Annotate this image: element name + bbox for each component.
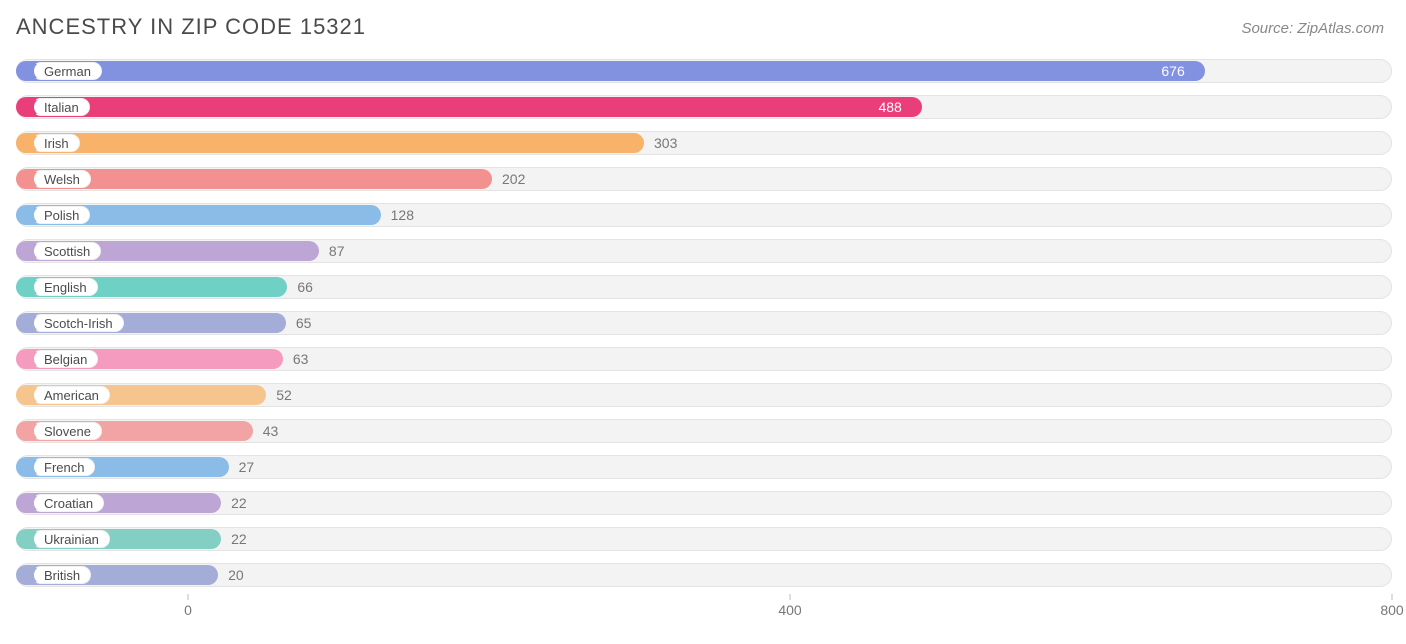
bar-category-label: Scottish [32,242,101,260]
bar-category-label: Scotch-Irish [32,314,124,332]
bar-value-label: 63 [293,351,309,367]
bar-value-label: 22 [231,531,247,547]
bar-category-label: Polish [32,206,90,224]
bar-category-label: American [32,386,110,404]
bar-row: French 27 [16,452,1392,482]
bar-row: British 20 [16,560,1392,590]
bar-category-label: Irish [32,134,80,152]
bar-category-label: Italian [32,98,90,116]
bar-track [16,491,1392,515]
bar-value-label: 43 [263,423,279,439]
axis-tick-label: 0 [184,602,192,618]
bar [16,133,644,153]
source-attribution: Source: ZipAtlas.com [1241,20,1384,37]
axis-tick-label: 800 [1380,602,1403,618]
bar-row: English 66 [16,272,1392,302]
bar-row: Slovene 43 [16,416,1392,446]
bar-row: Scotch-Irish 65 [16,308,1392,338]
bar-value-label: 202 [502,171,525,187]
bar-category-label: English [32,278,98,296]
bar-track [16,563,1392,587]
bar-row: Croatian 22 [16,488,1392,518]
chart-container: ANCESTRY IN ZIP CODE 15321 Source: ZipAt… [0,0,1406,644]
bar-value-label: 303 [654,135,677,151]
bar-category-label: French [32,458,95,476]
bar [16,61,1205,81]
chart-title: ANCESTRY IN ZIP CODE 15321 [16,14,366,40]
x-axis: 0400800 [16,598,1392,628]
bar-row: Welsh 202 [16,164,1392,194]
bar-value-label: 87 [329,243,345,259]
bar-value-label: 52 [276,387,292,403]
bar-category-label: British [32,566,91,584]
bar-row: Scottish 87 [16,236,1392,266]
bar-value-label: 27 [239,459,255,475]
bar-category-label: German [32,62,102,80]
axis-tick-mark [790,594,791,600]
bar-row: Italian 488 [16,92,1392,122]
bar-value-label: 488 [878,99,901,115]
bar [16,97,922,117]
bar-value-label: 66 [297,279,313,295]
bar-category-label: Ukrainian [32,530,110,548]
axis-tick-mark [188,594,189,600]
bar-category-label: Slovene [32,422,102,440]
bar-row: Polish 128 [16,200,1392,230]
bar-category-label: Croatian [32,494,104,512]
bar-row: Belgian 63 [16,344,1392,374]
bar-value-label: 22 [231,495,247,511]
bar-row: American 52 [16,380,1392,410]
bar-category-label: Belgian [32,350,98,368]
bar-value-label: 65 [296,315,312,331]
bar-value-label: 676 [1161,63,1184,79]
axis-tick-label: 400 [778,602,801,618]
bar-track [16,527,1392,551]
chart-plot-area: German 676 Italian 488 Irish 303 Welsh 202 Polis… [16,56,1392,596]
bar-row: German 676 [16,56,1392,86]
bar-row: Ukrainian 22 [16,524,1392,554]
bar-row: Irish 303 [16,128,1392,158]
axis-tick-mark [1392,594,1393,600]
bar-category-label: Welsh [32,170,91,188]
bar-value-label: 128 [391,207,414,223]
bar-value-label: 20 [228,567,244,583]
